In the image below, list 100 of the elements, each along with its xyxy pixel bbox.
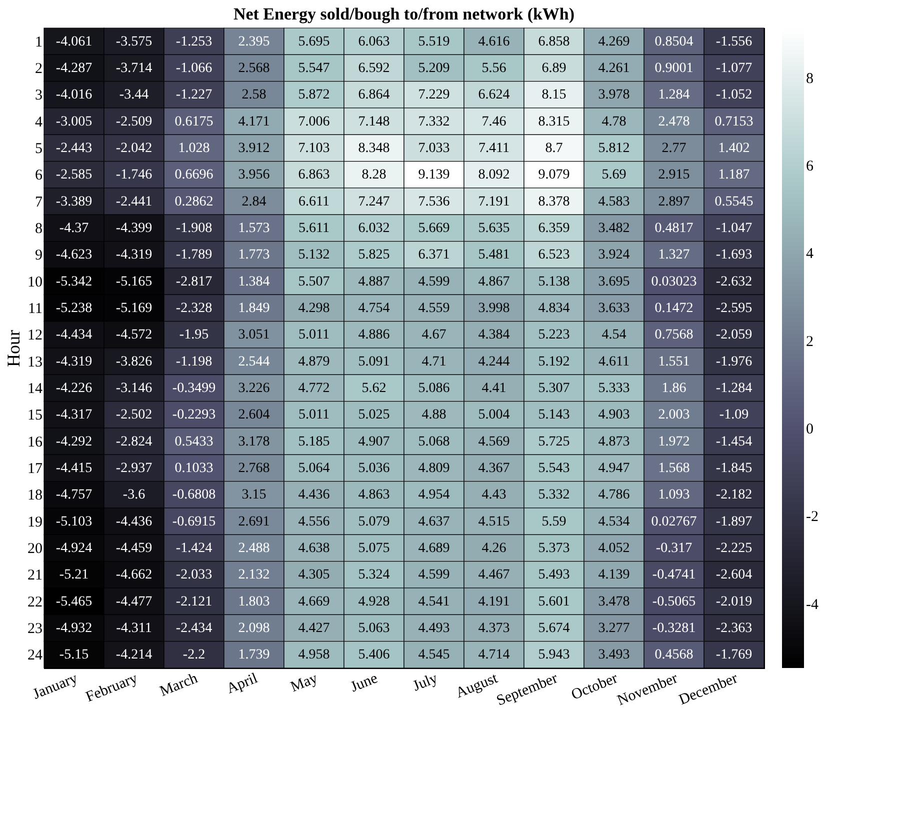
data-label: 5.223 xyxy=(538,328,570,343)
data-label: -2.817 xyxy=(176,274,212,290)
data-label: -2.2 xyxy=(182,648,206,663)
y-tick-label: 23 xyxy=(28,621,42,637)
data-label: 5.011 xyxy=(298,328,330,343)
data-label: -1.047 xyxy=(716,221,752,236)
data-label: 4.467 xyxy=(478,568,510,583)
data-label: -4.924 xyxy=(56,541,92,556)
data-label: -5.15 xyxy=(59,648,89,663)
data-label: 6.371 xyxy=(418,248,450,263)
data-label: -0.3499 xyxy=(172,381,216,396)
data-label: -2.585 xyxy=(56,168,92,183)
data-label: -4.016 xyxy=(56,88,92,103)
data-label: 4.569 xyxy=(478,434,510,450)
data-label: -1.693 xyxy=(716,248,752,263)
data-label: -2.595 xyxy=(716,301,752,316)
data-label: -2.604 xyxy=(716,568,752,583)
data-label: -1.077 xyxy=(716,61,752,76)
data-label: 4.427 xyxy=(298,621,330,636)
data-label: 4.436 xyxy=(298,488,330,503)
data-label: 6.863 xyxy=(298,168,330,183)
data-label: -4.37 xyxy=(59,221,89,236)
data-label: 0.9001 xyxy=(654,61,694,76)
data-label: -0.6808 xyxy=(172,488,216,503)
y-tick-label: 14 xyxy=(28,381,43,397)
data-label: 5.695 xyxy=(298,34,330,50)
y-tick-label: 2 xyxy=(35,61,42,77)
data-label: -4.662 xyxy=(116,568,152,583)
data-label: -1.908 xyxy=(176,221,212,236)
data-label: 9.079 xyxy=(538,168,570,183)
data-label: -0.2293 xyxy=(172,408,216,423)
data-label: 3.978 xyxy=(598,88,630,103)
data-label: 5.075 xyxy=(358,541,390,556)
data-label: 0.1472 xyxy=(654,301,694,316)
y-tick-label: 1 xyxy=(35,34,42,50)
data-label: -4.311 xyxy=(116,621,152,636)
data-label: -2.632 xyxy=(716,274,752,290)
data-label: -2.502 xyxy=(116,408,152,423)
data-label: 4.556 xyxy=(298,514,330,530)
data-label: 6.032 xyxy=(358,221,390,236)
data-label: -4.287 xyxy=(56,61,92,76)
data-label: -0.4741 xyxy=(652,568,696,583)
data-label: -5.342 xyxy=(56,274,92,290)
data-label: -4.319 xyxy=(56,354,92,370)
data-label: -5.465 xyxy=(56,594,92,610)
y-tick-label: 18 xyxy=(28,488,42,504)
data-label: -4.436 xyxy=(116,514,152,530)
chart-title: Net Energy sold/bough to/from network (kWh) xyxy=(233,4,575,24)
data-label: 4.545 xyxy=(418,648,450,663)
data-label: 4.638 xyxy=(298,541,330,556)
y-tick-label: 19 xyxy=(28,514,42,530)
data-label: 2.132 xyxy=(238,568,270,583)
data-label: -4.459 xyxy=(116,541,152,556)
data-label: 4.191 xyxy=(478,594,510,610)
data-label: 5.493 xyxy=(538,568,570,583)
data-label: 4.599 xyxy=(418,568,450,583)
data-label: 4.873 xyxy=(598,434,630,450)
data-label: -1.198 xyxy=(176,354,212,370)
data-label: 2.691 xyxy=(238,514,270,530)
data-label: -4.477 xyxy=(116,594,152,610)
data-label: 5.373 xyxy=(538,541,570,556)
data-label: 5.601 xyxy=(538,594,570,610)
data-label: 5.332 xyxy=(538,488,570,503)
data-label: -1.052 xyxy=(716,88,752,103)
data-label: 1.573 xyxy=(238,221,270,236)
data-label: -2.328 xyxy=(176,301,212,316)
data-label: 5.333 xyxy=(598,381,630,396)
data-label: 5.192 xyxy=(538,354,570,370)
data-label: -5.165 xyxy=(116,274,152,290)
data-label: 3.924 xyxy=(598,248,630,263)
data-label: 4.26 xyxy=(482,541,506,556)
data-label: 1.972 xyxy=(658,434,690,450)
data-label: -4.226 xyxy=(56,381,92,396)
data-label: 5.068 xyxy=(418,434,450,450)
y-tick-label: 10 xyxy=(28,274,42,290)
data-label: 5.138 xyxy=(538,274,570,290)
data-label: 4.903 xyxy=(598,408,630,423)
data-label: 1.551 xyxy=(658,354,690,370)
data-label: 4.67 xyxy=(422,328,446,343)
color-bar-label: -2 xyxy=(806,509,818,526)
y-tick-label: 17 xyxy=(28,461,43,477)
data-label: 5.635 xyxy=(478,221,510,236)
data-label: 3.633 xyxy=(598,301,630,316)
data-label: 7.229 xyxy=(418,88,450,103)
data-label: 5.825 xyxy=(358,248,390,263)
data-label: -0.5065 xyxy=(652,594,696,610)
data-label: 4.534 xyxy=(598,514,630,530)
y-tick-label: 5 xyxy=(35,141,42,157)
data-label: 5.872 xyxy=(298,88,330,103)
data-label: 7.006 xyxy=(298,114,330,130)
data-label: 5.209 xyxy=(418,61,450,76)
data-label: 1.284 xyxy=(658,88,690,103)
data-label: 0.8504 xyxy=(654,34,694,50)
data-label: 5.324 xyxy=(358,568,390,583)
data-label: -1.845 xyxy=(716,461,752,476)
data-label: 6.063 xyxy=(358,34,390,50)
data-label: 8.348 xyxy=(358,141,390,156)
data-label: 8.28 xyxy=(362,168,386,183)
data-label: 5.669 xyxy=(418,221,450,236)
data-label: 4.41 xyxy=(482,381,506,396)
